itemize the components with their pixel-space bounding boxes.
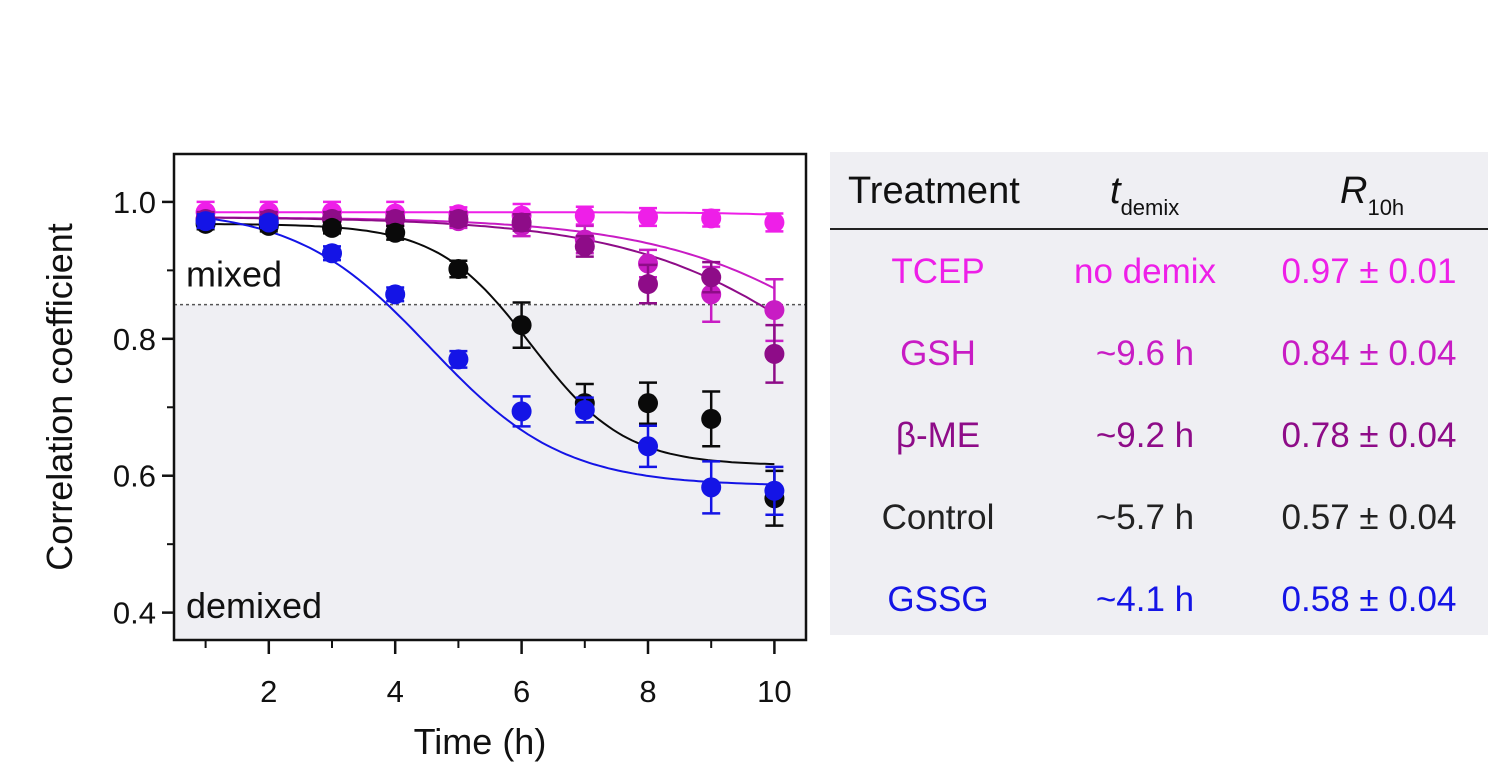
- data-point-me: [385, 209, 406, 230]
- axes: 0.4 0.6 0.8 1.0 2 4 6 8 10: [113, 185, 792, 709]
- row-t-demix: ~9.6 h: [1095, 334, 1195, 373]
- row-t-demix: ~9.2 h: [1095, 416, 1195, 455]
- data-point-tcep: [574, 205, 595, 226]
- row-t-demix: ~4.1 h: [1095, 580, 1195, 619]
- data-point-gssg: [638, 436, 658, 457]
- header-t-sub: demix: [1120, 195, 1180, 220]
- row-t-demix: no demix: [1073, 252, 1217, 291]
- fit-curve-tcep: [205, 211, 775, 216]
- data-point-gssg: [258, 212, 279, 233]
- x-tick-label: 4: [387, 674, 404, 709]
- data-point-gssg: [701, 477, 722, 498]
- data-point-me: [574, 236, 595, 257]
- fit-curves: [205, 211, 775, 486]
- x-tick-label: 10: [757, 674, 791, 709]
- fit-curve-gssg: [205, 217, 775, 486]
- data-point-control: [701, 408, 722, 429]
- row-treatment: GSSG: [887, 580, 989, 619]
- row-r10h: 0.97 ± 0.01: [1281, 252, 1457, 291]
- y-tick-label: 0.4: [113, 596, 156, 631]
- data-point-me: [638, 274, 658, 295]
- y-tick-label: 0.8: [113, 322, 156, 357]
- data-point-control: [448, 258, 469, 279]
- row-r10h: 0.58 ± 0.04: [1281, 580, 1457, 619]
- fit-curve-gsh: [205, 216, 775, 290]
- table-row: TCEP no demix 0.97 ± 0.01: [830, 244, 1488, 304]
- data-point-tcep: [701, 208, 722, 229]
- data-point-me: [701, 267, 722, 288]
- data-point-gssg: [764, 480, 785, 501]
- mixed-label: mixed: [186, 254, 282, 295]
- data-point-tcep: [764, 212, 785, 233]
- fit-curve-me: [205, 216, 775, 315]
- table-row: GSSG ~4.1 h 0.58 ± 0.04: [830, 572, 1488, 632]
- row-treatment: TCEP: [891, 252, 985, 291]
- data-point-gsh: [638, 253, 658, 274]
- data-point-gssg: [574, 400, 595, 421]
- data-point-gssg: [195, 211, 216, 232]
- header-r-10h: R10h: [1340, 170, 1404, 221]
- data-points: [195, 200, 785, 527]
- data-point-gsh: [701, 284, 722, 305]
- plot-frame: [172, 152, 808, 642]
- y-tick-label: 1.0: [113, 185, 156, 220]
- row-r10h: 0.78 ± 0.04: [1281, 416, 1457, 455]
- header-r-main: R: [1340, 170, 1368, 212]
- table-row: β-ME ~9.2 h 0.78 ± 0.04: [830, 408, 1488, 468]
- row-treatment: Control: [881, 498, 995, 537]
- x-tick-label: 2: [260, 674, 277, 709]
- x-axis-title: Time (h): [414, 721, 547, 762]
- header-treatment: Treatment: [848, 170, 1020, 212]
- row-treatment: GSH: [900, 334, 976, 373]
- y-axis-title: Correlation coefficient: [39, 223, 80, 571]
- table-header: Treatment tdemix R10h: [830, 152, 1488, 230]
- x-tick-label: 6: [513, 674, 530, 709]
- y-tick-label: 0.6: [113, 459, 156, 494]
- data-point-control: [385, 222, 406, 243]
- demixed-region: [174, 304, 806, 640]
- table-row: Control ~5.7 h 0.57 ± 0.04: [830, 490, 1488, 550]
- table-row: GSH ~9.6 h 0.84 ± 0.04: [830, 326, 1488, 386]
- data-point-control: [322, 217, 342, 238]
- data-point-gsh: [764, 300, 785, 321]
- data-point-gssg: [322, 243, 342, 264]
- fit-curve-control: [205, 223, 775, 466]
- data-point-gssg: [511, 401, 532, 422]
- data-point-me: [764, 343, 785, 364]
- data-point-gssg: [448, 349, 469, 370]
- header-r-sub: 10h: [1367, 195, 1405, 220]
- header-t-demix: tdemix: [1110, 170, 1179, 221]
- header-t-main: t: [1110, 170, 1121, 212]
- data-point-me: [511, 212, 532, 233]
- row-r10h: 0.84 ± 0.04: [1281, 334, 1457, 373]
- data-point-control: [511, 315, 532, 336]
- demixed-label: demixed: [186, 585, 322, 626]
- data-point-me: [448, 209, 469, 230]
- x-tick-label: 8: [639, 674, 656, 709]
- data-point-tcep: [638, 206, 658, 227]
- data-point-control: [638, 393, 658, 414]
- row-treatment: β-ME: [895, 416, 981, 455]
- row-t-demix: ~5.7 h: [1095, 498, 1195, 537]
- summary-table: Treatment tdemix R10h TCEP no demix 0.97…: [830, 152, 1488, 635]
- data-point-gssg: [385, 284, 406, 305]
- row-r10h: 0.57 ± 0.04: [1281, 498, 1457, 537]
